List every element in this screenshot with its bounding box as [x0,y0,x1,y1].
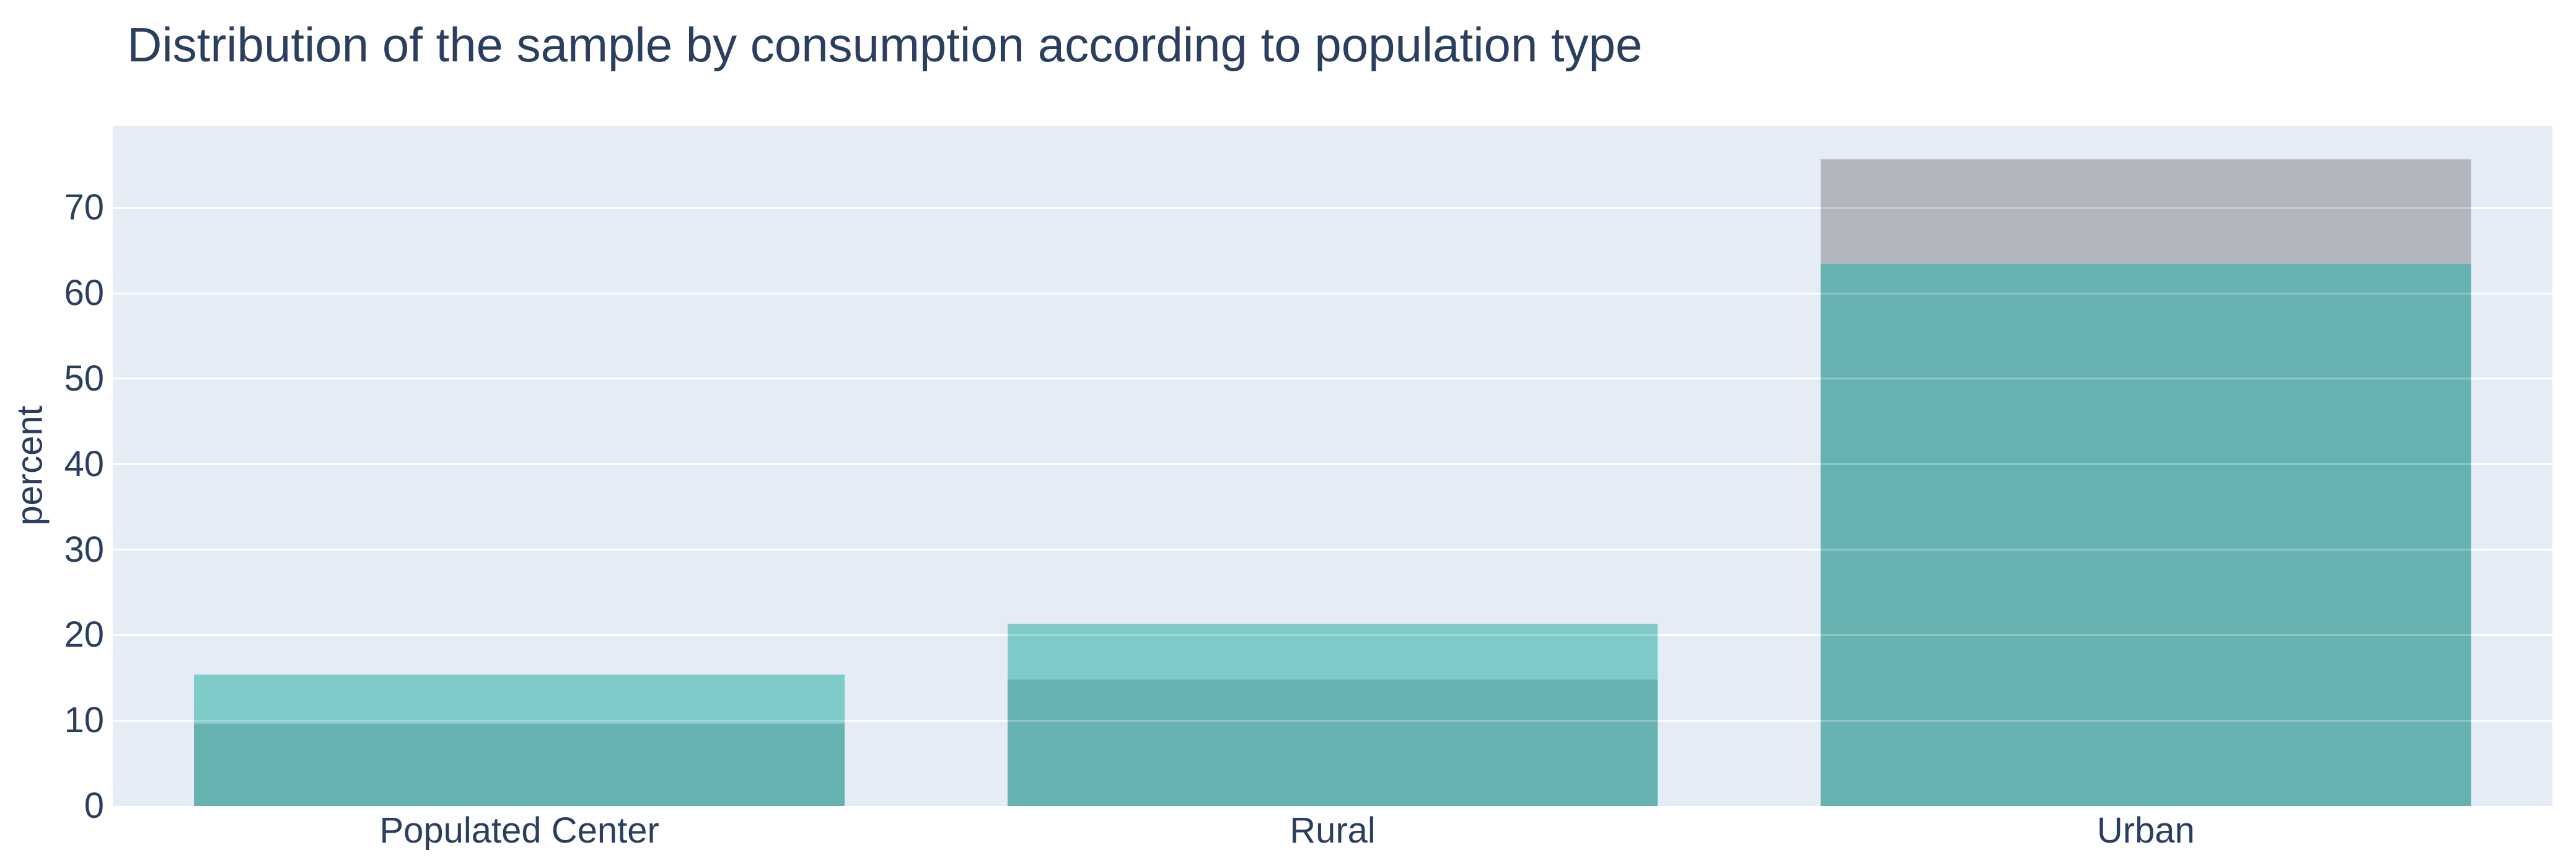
bar-segment [194,724,845,806]
y-tick-label-60: 60 [64,273,104,314]
gridline-overlay-y-40 [113,463,2552,466]
gridline-y-40 [113,463,2552,466]
chart-title: Distribution of the sample by consumptio… [127,17,1643,72]
gridline-y-70 [113,206,2552,209]
bar-segment [194,674,845,724]
bar-urban[interactable] [1820,126,2471,806]
x-tick-label-urban: Urban [2096,810,2195,851]
gridline-y-50 [113,378,2552,380]
gridline-overlay-y-10 [113,719,2552,722]
bar-populated-center[interactable] [194,126,845,806]
gridline-overlay-y-20 [113,634,2552,636]
gridline-overlay-y-70 [113,206,2552,209]
bar-segment [1820,159,2471,265]
gridline-y-60 [113,292,2552,294]
plot-area[interactable] [113,126,2552,806]
y-tick-label-10: 10 [64,700,104,741]
x-tick-label-rural: Rural [1290,810,1376,851]
bar-segment [1007,624,1658,680]
gridline-overlay-y-60 [113,292,2552,294]
y-tick-label-40: 40 [64,443,104,484]
y-tick-label-50: 50 [64,358,104,399]
y-tick-label-0: 0 [84,786,104,826]
bar-rural[interactable] [1007,126,1658,806]
y-tick-label-20: 20 [64,614,104,655]
x-tick-label-populated-center: Populated Center [379,810,659,851]
y-tick-label-70: 70 [64,187,104,228]
y-tick-label-30: 30 [64,529,104,570]
gridline-y-30 [113,549,2552,551]
gridline-overlay-y-50 [113,378,2552,380]
gridline-overlay-y-30 [113,549,2552,551]
bar-segment [1820,264,2471,806]
bar-segment [1007,680,1658,806]
